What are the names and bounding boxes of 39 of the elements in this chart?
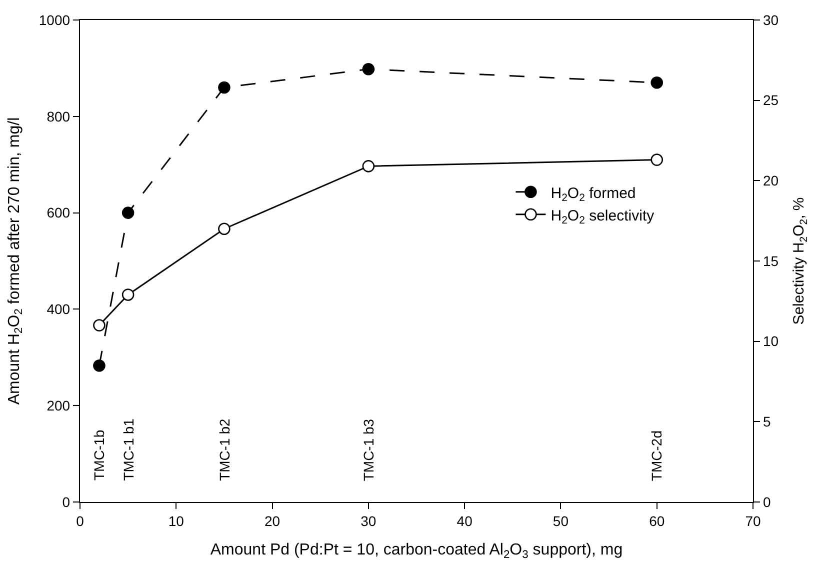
y-tick-label: 400 bbox=[46, 301, 70, 318]
y2-tick-label: 10 bbox=[762, 333, 779, 350]
annotation: TMC-1 b3 bbox=[360, 418, 377, 482]
point bbox=[650, 76, 664, 89]
x-tick-label: 20 bbox=[264, 512, 280, 529]
point bbox=[93, 319, 106, 332]
point bbox=[122, 288, 134, 301]
y2-tick-label: 0 bbox=[762, 494, 771, 510]
annotation: TMC-2d bbox=[648, 430, 665, 482]
annotation: TMC-1 b1 bbox=[120, 418, 136, 481]
x-tick-label: 70 bbox=[745, 512, 761, 529]
x-axis-title: Amount Pd (Pd:Pt = 10, carbon-coated Al$_{2}$O$_{3}$ support), mg bbox=[210, 542, 623, 562]
y2-tick-label: 25 bbox=[762, 92, 779, 108]
y2-tick-label: 15 bbox=[762, 252, 779, 269]
y-tick-label: 600 bbox=[46, 204, 70, 221]
annotation: TMC-1 b2 bbox=[216, 418, 232, 481]
point bbox=[218, 222, 230, 236]
point bbox=[93, 359, 106, 372]
legend-label: H$_{2}$O$_{2}$ formed bbox=[550, 184, 636, 204]
x-tick-label: 50 bbox=[552, 512, 569, 529]
x-tick-label: 60 bbox=[649, 512, 665, 529]
x-tick-label: 0 bbox=[76, 512, 84, 529]
y2-tick-label: 20 bbox=[762, 172, 779, 189]
legend-label: H$_{2}$O$_{2}$ selectivity bbox=[550, 207, 655, 226]
y2-tick-label: 5 bbox=[762, 414, 771, 430]
y-tick-label: 800 bbox=[46, 108, 70, 124]
point bbox=[362, 63, 375, 76]
point bbox=[362, 160, 375, 172]
x-tick-label: 10 bbox=[168, 512, 184, 529]
x-tick-label: 40 bbox=[456, 512, 473, 529]
point bbox=[122, 206, 134, 219]
x-tick-label: 30 bbox=[360, 512, 376, 529]
point bbox=[650, 154, 664, 166]
y2-tick-label: 30 bbox=[762, 12, 779, 28]
annotation: TMC-1b bbox=[91, 430, 108, 480]
y-tick-label: 0 bbox=[62, 494, 70, 510]
point bbox=[218, 81, 230, 94]
y-tick-label: 200 bbox=[46, 398, 70, 414]
y-tick-label: 1000 bbox=[38, 12, 70, 28]
